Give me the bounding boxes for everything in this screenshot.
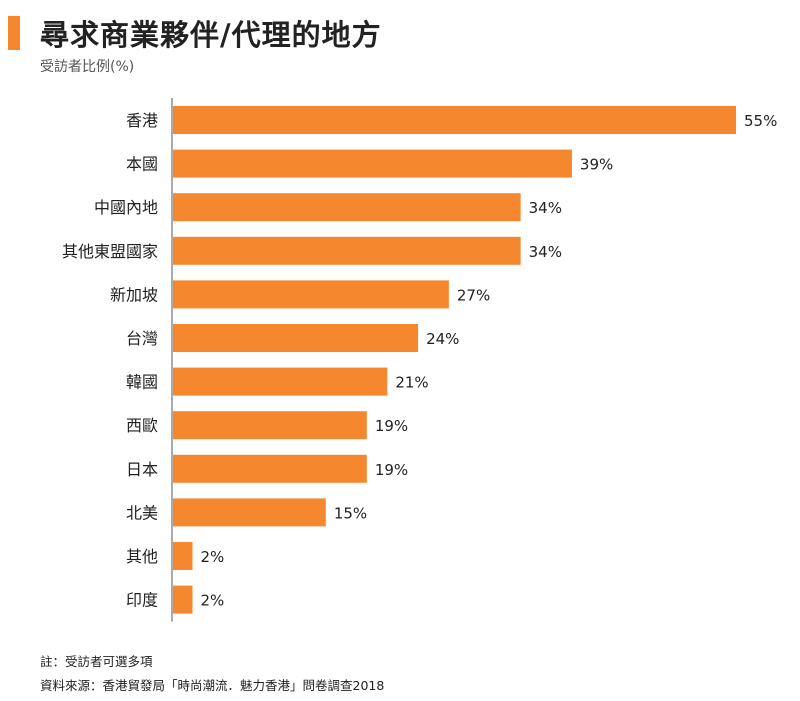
value-label: 55% (744, 112, 777, 130)
chart-note: 註：受訪者可選多項 (40, 654, 153, 669)
value-label: 15% (334, 504, 367, 522)
bar (173, 454, 367, 483)
category-label: 新加坡 (110, 285, 158, 304)
category-label: 北美 (126, 503, 158, 522)
bar (173, 193, 521, 222)
category-label: 其他東盟國家 (62, 242, 158, 261)
category-label: 中國內地 (94, 198, 158, 217)
value-label: 34% (529, 199, 562, 217)
title-accent-bar (8, 16, 20, 50)
bar (173, 542, 193, 570)
bar (173, 149, 572, 178)
bar-chart: 香港 55% 本國 39% 中國內地 34% 其他東盟國家 34% 新加坡 27% 台灣 24% 韓國 2… (62, 98, 777, 622)
category-label: 韓國 (126, 373, 158, 392)
value-label: 2% (201, 548, 225, 566)
bar (173, 324, 419, 352)
category-label: 西歐 (126, 416, 158, 435)
value-label: 34% (529, 243, 562, 261)
value-label: 19% (375, 461, 408, 479)
bar (173, 498, 326, 527)
chart-title: 尋求商業夥伴/代理的地方 (40, 18, 382, 52)
category-label: 香港 (126, 111, 158, 130)
bar (173, 367, 388, 396)
bar (173, 106, 736, 134)
value-label: 24% (426, 330, 459, 348)
value-label: 2% (201, 592, 225, 610)
category-label: 其他 (126, 547, 158, 566)
bar (173, 236, 521, 265)
bar (173, 585, 193, 614)
category-label: 印度 (126, 591, 158, 610)
value-label: 21% (395, 374, 428, 392)
category-label: 台灣 (126, 329, 158, 348)
category-label: 本國 (126, 155, 158, 174)
value-label: 27% (457, 286, 490, 304)
bar (173, 280, 449, 309)
category-label: 日本 (126, 460, 158, 479)
bar (173, 411, 367, 440)
value-label: 19% (375, 417, 408, 435)
chart-source: 資料來源：香港貿發局「時尚潮流．魅力香港」問卷調查2018 (40, 678, 385, 693)
value-label: 39% (580, 156, 613, 174)
chart-subtitle: 受訪者比例(%) (40, 59, 135, 75)
